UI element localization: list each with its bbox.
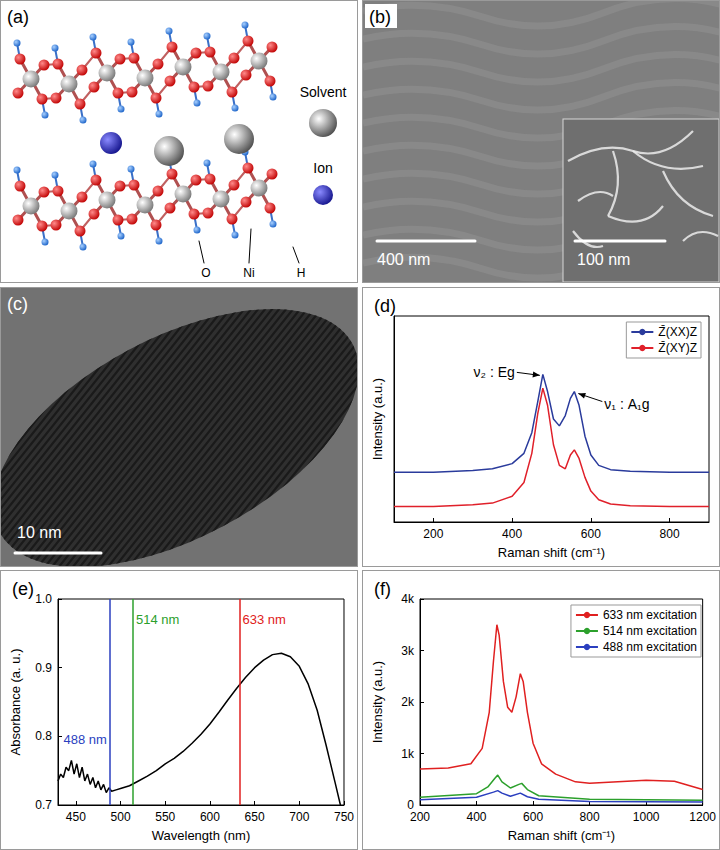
svg-text:ν₂ : Eg: ν₂ : Eg (474, 364, 515, 380)
svg-text:200: 200 (410, 810, 430, 824)
svg-text:Raman shift (cm⁻¹): Raman shift (cm⁻¹) (508, 828, 615, 843)
svg-text:ν₁ : A₁g: ν₁ : A₁g (604, 396, 649, 412)
svg-text:3k: 3k (401, 644, 415, 658)
svg-text:600: 600 (200, 810, 220, 824)
svg-text:(b): (b) (369, 7, 391, 27)
svg-text:0: 0 (407, 798, 414, 812)
svg-text:1k: 1k (401, 747, 415, 761)
svg-text:4k: 4k (401, 592, 415, 606)
svg-text:Z̄(XX)Z: Z̄(XX)Z (658, 325, 697, 339)
svg-text:600: 600 (523, 810, 543, 824)
svg-text:Ni: Ni (243, 266, 254, 280)
svg-text:(a): (a) (7, 7, 29, 27)
svg-text:Z̄(XY)Z: Z̄(XY)Z (658, 341, 697, 355)
svg-text:Ion: Ion (313, 160, 332, 176)
svg-text:Solvent: Solvent (300, 84, 347, 100)
svg-text:Raman shift (cm⁻¹): Raman shift (cm⁻¹) (498, 545, 605, 560)
svg-text:450: 450 (66, 810, 86, 824)
svg-text:633 nm excitation: 633 nm excitation (603, 608, 697, 622)
svg-text:0.7: 0.7 (35, 798, 52, 812)
svg-text:(f): (f) (374, 579, 391, 599)
svg-text:488 nm: 488 nm (63, 732, 106, 747)
svg-text:100 nm: 100 nm (577, 251, 630, 268)
svg-text:750: 750 (334, 810, 354, 824)
svg-text:488 nm excitation: 488 nm excitation (603, 640, 697, 654)
svg-text:(c): (c) (7, 294, 28, 314)
svg-text:(d): (d) (374, 296, 396, 316)
svg-text:400 nm: 400 nm (377, 251, 430, 268)
svg-text:700: 700 (289, 810, 309, 824)
svg-text:10 nm: 10 nm (17, 524, 61, 541)
svg-text:650: 650 (245, 810, 265, 824)
svg-text:600: 600 (581, 527, 601, 541)
svg-text:514 nm excitation: 514 nm excitation (603, 624, 697, 638)
svg-text:800: 800 (660, 527, 680, 541)
svg-text:Intensity (a.u.): Intensity (a.u.) (370, 661, 385, 743)
svg-text:400: 400 (502, 527, 522, 541)
svg-text:400: 400 (467, 810, 487, 824)
svg-text:633 nm: 633 nm (242, 612, 285, 627)
svg-text:H: H (297, 266, 306, 280)
svg-text:500: 500 (111, 810, 131, 824)
svg-text:Intensity (a.u.): Intensity (a.u.) (370, 378, 385, 460)
svg-text:2k: 2k (401, 695, 415, 709)
svg-text:Absorbance (a. u.): Absorbance (a. u.) (8, 649, 23, 756)
svg-text:Wavelength (nm): Wavelength (nm) (152, 828, 251, 843)
svg-text:514 nm: 514 nm (136, 612, 179, 627)
svg-text:(e): (e) (12, 579, 34, 599)
svg-text:0.9: 0.9 (35, 661, 52, 675)
svg-text:0.8: 0.8 (35, 729, 52, 743)
svg-text:550: 550 (155, 810, 175, 824)
svg-text:1.0: 1.0 (35, 592, 52, 606)
svg-text:O: O (201, 266, 210, 280)
svg-text:800: 800 (580, 810, 600, 824)
svg-text:200: 200 (423, 527, 443, 541)
svg-text:1000: 1000 (633, 810, 660, 824)
svg-text:1200: 1200 (689, 810, 716, 824)
